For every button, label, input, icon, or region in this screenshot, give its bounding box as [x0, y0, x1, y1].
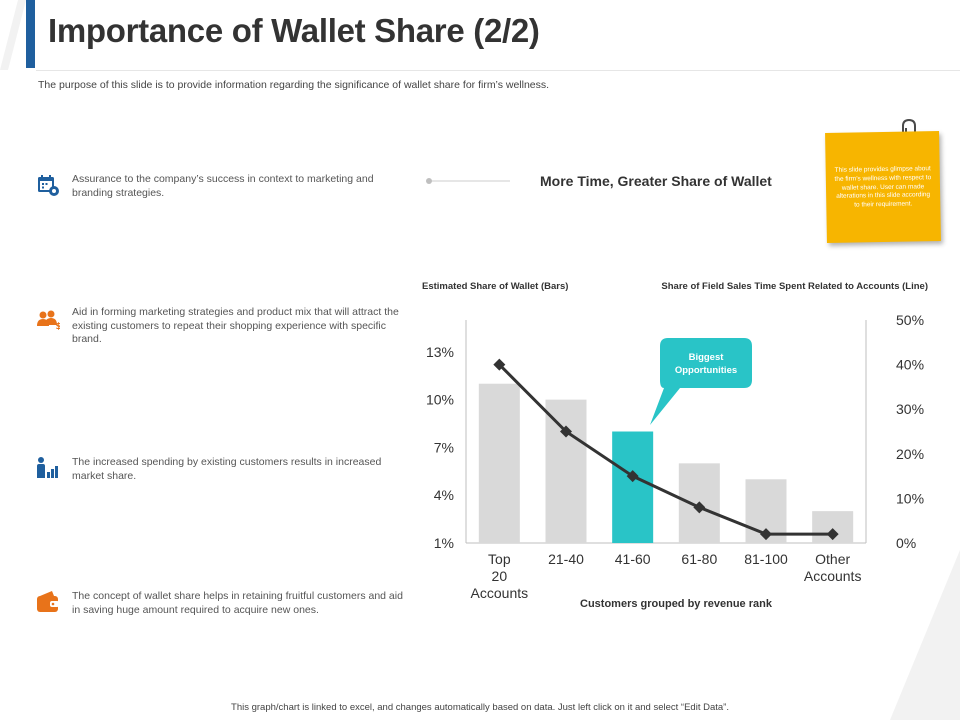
line-point — [760, 528, 772, 541]
line-point — [560, 425, 572, 438]
wallet-icon — [37, 591, 59, 612]
page-subtitle: The purpose of this slide is to provide … — [38, 79, 550, 91]
corner-decoration — [890, 550, 960, 720]
x-axis-tick-label: 21-40 — [548, 551, 584, 567]
title-accent-bar — [26, 0, 35, 68]
right-axis-tick-label: 0% — [896, 535, 916, 551]
svg-text:$: $ — [56, 322, 61, 330]
calendar-gear-icon — [38, 175, 59, 196]
corner-decoration — [0, 0, 26, 70]
list-item: $ Aid in forming marketing strategies an… — [36, 306, 416, 350]
right-axis-tick-label: 30% — [896, 401, 924, 417]
bar-series-label: Estimated Share of Wallet (Bars) — [422, 281, 568, 292]
item-text: The concept of wallet share helps in ret… — [72, 590, 403, 616]
chart-headline: More Time, Greater Share of Wallet — [540, 173, 772, 189]
callout-label: Opportunities — [675, 365, 737, 376]
line-point — [693, 501, 706, 514]
list-item: The increased spending by existing custo… — [36, 456, 416, 500]
line-point — [626, 470, 639, 483]
callout-bubble — [650, 338, 752, 425]
callout-label: Biggest — [689, 352, 725, 363]
x-axis-tick-label: Other Accounts — [804, 551, 862, 584]
line-point — [493, 358, 506, 371]
x-axis-tick-label: 41-60 — [615, 551, 651, 567]
bar — [545, 399, 587, 543]
x-axis-tick-label: 61-80 — [681, 551, 717, 567]
line-point — [826, 528, 839, 541]
list-item: The concept of wallet share helps in ret… — [36, 590, 416, 634]
title-divider — [36, 70, 960, 71]
left-axis-tick-label: 10% — [426, 392, 454, 408]
right-axis-tick-label: 20% — [896, 446, 924, 462]
bar — [478, 383, 520, 543]
line-series — [498, 363, 833, 536]
left-axis-tick-label: 4% — [434, 487, 454, 503]
item-text: Assurance to the company’s success in co… — [72, 173, 374, 199]
people-dollar-icon: $ — [37, 310, 61, 330]
item-text: The increased spending by existing custo… — [72, 456, 382, 482]
right-axis-tick-label: 40% — [896, 357, 924, 373]
page-title: Importance of Wallet Share (2/2) — [48, 12, 540, 49]
bar-highlight — [612, 431, 654, 543]
right-axis-tick-label: 10% — [896, 490, 924, 506]
line-series-label: Share of Field Sales Time Spent Related … — [661, 281, 928, 292]
left-axis-tick-label: 7% — [434, 439, 454, 455]
person-bar-chart-icon — [37, 457, 58, 478]
headline-connector — [426, 178, 510, 184]
item-text: Aid in forming marketing strategies and … — [72, 306, 399, 346]
left-axis-tick-label: 1% — [434, 535, 454, 551]
left-axis-tick-label: 13% — [426, 344, 454, 360]
x-axis-tick-label: Top 20 Accounts — [471, 551, 529, 601]
list-item: Assurance to the company’s success in co… — [36, 173, 416, 217]
x-axis-tick-label: 81-100 — [744, 551, 788, 567]
footer-note: This graph/chart is linked to excel, and… — [231, 702, 729, 713]
right-axis-tick-label: 50% — [896, 312, 924, 328]
x-axis-title: Customers grouped by revenue rank — [580, 598, 773, 610]
